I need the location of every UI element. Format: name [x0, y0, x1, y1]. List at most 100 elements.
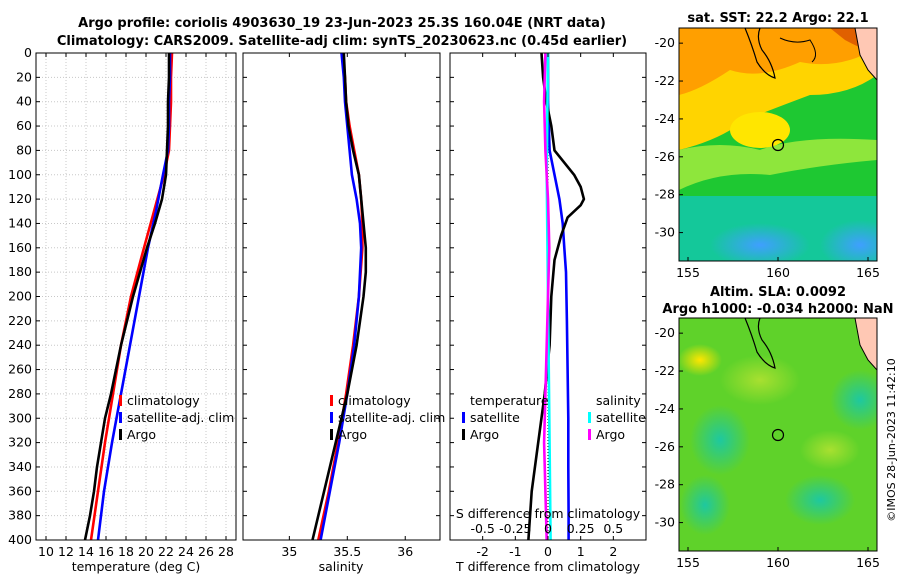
axes-frame: [242, 52, 441, 541]
sst-warm-eddy: [730, 112, 790, 148]
sst-map: [679, 28, 877, 261]
y-tick-label: 40: [16, 94, 32, 109]
x-tick-label: 26: [198, 544, 214, 559]
legend-swatch-argo: [330, 429, 333, 440]
legend-swatch-climatology: [119, 395, 122, 406]
y-tick-label: 260: [8, 362, 32, 377]
map-x-tick-label: 165: [856, 265, 880, 280]
legend-swatch-satellite: [119, 412, 122, 423]
figure-title-line1: Argo profile: coriolis 4903630_19 23-Jun…: [78, 16, 606, 31]
series-climatology: [317, 52, 364, 541]
y-tick-label: 400: [8, 532, 32, 547]
sst-cold-eddy-east: [820, 220, 877, 261]
y-tick-label: 280: [8, 386, 32, 401]
sla-land-new-caledonia: [854, 318, 877, 371]
x-tick-label: 28: [218, 544, 234, 559]
legend-satellite: satellite-adj. clim: [127, 410, 234, 425]
sla-map-title-1: Altim. SLA: 0.0092: [710, 285, 846, 300]
x-tick-label: 36: [397, 544, 413, 559]
legend-argo: Argo: [127, 427, 156, 442]
legend-swatch-t-satellite: [462, 412, 465, 423]
sla-low-4: [830, 370, 877, 430]
difference-legend: temperature satellite Argo salinity sate…: [462, 393, 646, 442]
imos-stamp: ©IMOS 28-Jun-2023 11:42:10: [885, 358, 898, 522]
legend-t-argo: Argo: [470, 427, 499, 442]
y-tick-label: 140: [8, 215, 32, 230]
sst-reef-contour: [744, 28, 776, 79]
sst-reef-contour-2: [779, 37, 816, 63]
x-tick-label: 1: [577, 544, 585, 559]
y-tick-label: 0: [24, 45, 32, 60]
series-argo: [83, 53, 171, 541]
legend-s-argo: Argo: [596, 427, 625, 442]
x-top-tick-label: -0.25: [499, 521, 531, 536]
sla-reef-contour: [744, 318, 776, 369]
y-tick-label: 220: [8, 313, 32, 328]
legend-swatch-s-argo: [588, 429, 591, 440]
legend-title-temperature: temperature: [470, 393, 549, 408]
x-tick-label: 18: [118, 544, 134, 559]
map-y-tick-label: -28: [655, 477, 675, 492]
legend-climatology: climatology: [127, 393, 200, 408]
x-tick-label: 12: [58, 544, 74, 559]
sla-map: [679, 318, 877, 551]
map-x-tick-label: 160: [766, 265, 790, 280]
y-tick-label: 360: [8, 483, 32, 498]
temperature-xlabel: temperature (deg C): [72, 559, 201, 574]
x-tick-label: 16: [98, 544, 114, 559]
sst-hot-band: [679, 28, 877, 95]
legend-swatch-argo: [119, 429, 122, 440]
x-tick-label: 24: [178, 544, 194, 559]
x-top-tick-label: 0: [544, 521, 552, 536]
x-tick-label: -1: [509, 544, 521, 559]
map-y-tick-label: -20: [655, 325, 675, 340]
figure-title-line2: Climatology: CARS2009. Satellite-adj cli…: [57, 34, 627, 49]
x-tick-label: 14: [78, 544, 94, 559]
sst-map-ticks: 155 160 165 -20 -22 -24 -26 -28 -30: [655, 35, 880, 280]
sla-low-3: [785, 475, 855, 525]
sst-map-title: sat. SST: 22.2 Argo: 22.1: [687, 11, 868, 26]
x-top-tick-label: 0.5: [603, 521, 623, 536]
y-tick-label: 320: [8, 435, 32, 450]
temperature-legend: climatology satellite-adj. clim Argo: [119, 393, 234, 442]
map-x-tick-label: 160: [766, 555, 790, 570]
map-y-tick-label: -24: [655, 111, 675, 126]
y-tick-label: 180: [8, 264, 32, 279]
y-tick-label: 380: [8, 508, 32, 523]
legend-swatch-climatology: [330, 395, 333, 406]
legend-swatch-s-satellite: [588, 412, 591, 423]
map-y-tick-label: -30: [655, 515, 675, 530]
sla-low-1: [690, 405, 750, 475]
y-tick-label: 340: [8, 459, 32, 474]
sla-high-2: [800, 430, 860, 470]
temperature-panel: 10 12 14 16 18 20 22 24 26 2802040608010012014016…: [8, 45, 237, 559]
map-y-tick-label: -26: [655, 439, 675, 454]
y-tick-label: 80: [16, 142, 32, 157]
x-tick-label: -2: [476, 544, 488, 559]
map-y-tick-label: -26: [655, 149, 675, 164]
salinity-legend: climatology satellite-adj. clim Argo: [330, 393, 445, 442]
difference-xlabel-top: S difference from climatology: [456, 506, 641, 521]
map-x-tick-label: 165: [856, 555, 880, 570]
x-tick-label: 35.5: [333, 544, 361, 559]
y-tick-label: 20: [16, 69, 32, 84]
legend-satellite: satellite-adj. clim: [338, 410, 445, 425]
x-tick-label: 10: [38, 544, 54, 559]
difference-panel: -2 -1 0 1 2 -0.5 -0.25 0 0.25 0.5: [449, 52, 647, 559]
map-y-tick-label: -28: [655, 187, 675, 202]
sst-mid-band: [679, 138, 877, 190]
legend-title-salinity: salinity: [596, 393, 641, 408]
y-tick-label: 160: [8, 240, 32, 255]
series-t-argo: [527, 52, 586, 541]
map-y-tick-label: -24: [655, 401, 675, 416]
salinity-xlabel: salinity: [319, 559, 364, 574]
sla-argo-marker: [771, 428, 785, 442]
x-top-tick-label: -0.5: [470, 521, 494, 536]
sst-cold-eddy: [710, 223, 810, 261]
legend-swatch-t-argo: [462, 429, 465, 440]
map-y-tick-label: -22: [655, 73, 675, 88]
x-tick-label: 0: [544, 544, 552, 559]
x-tick-label: 22: [158, 544, 174, 559]
y-tick-label: 200: [8, 289, 32, 304]
